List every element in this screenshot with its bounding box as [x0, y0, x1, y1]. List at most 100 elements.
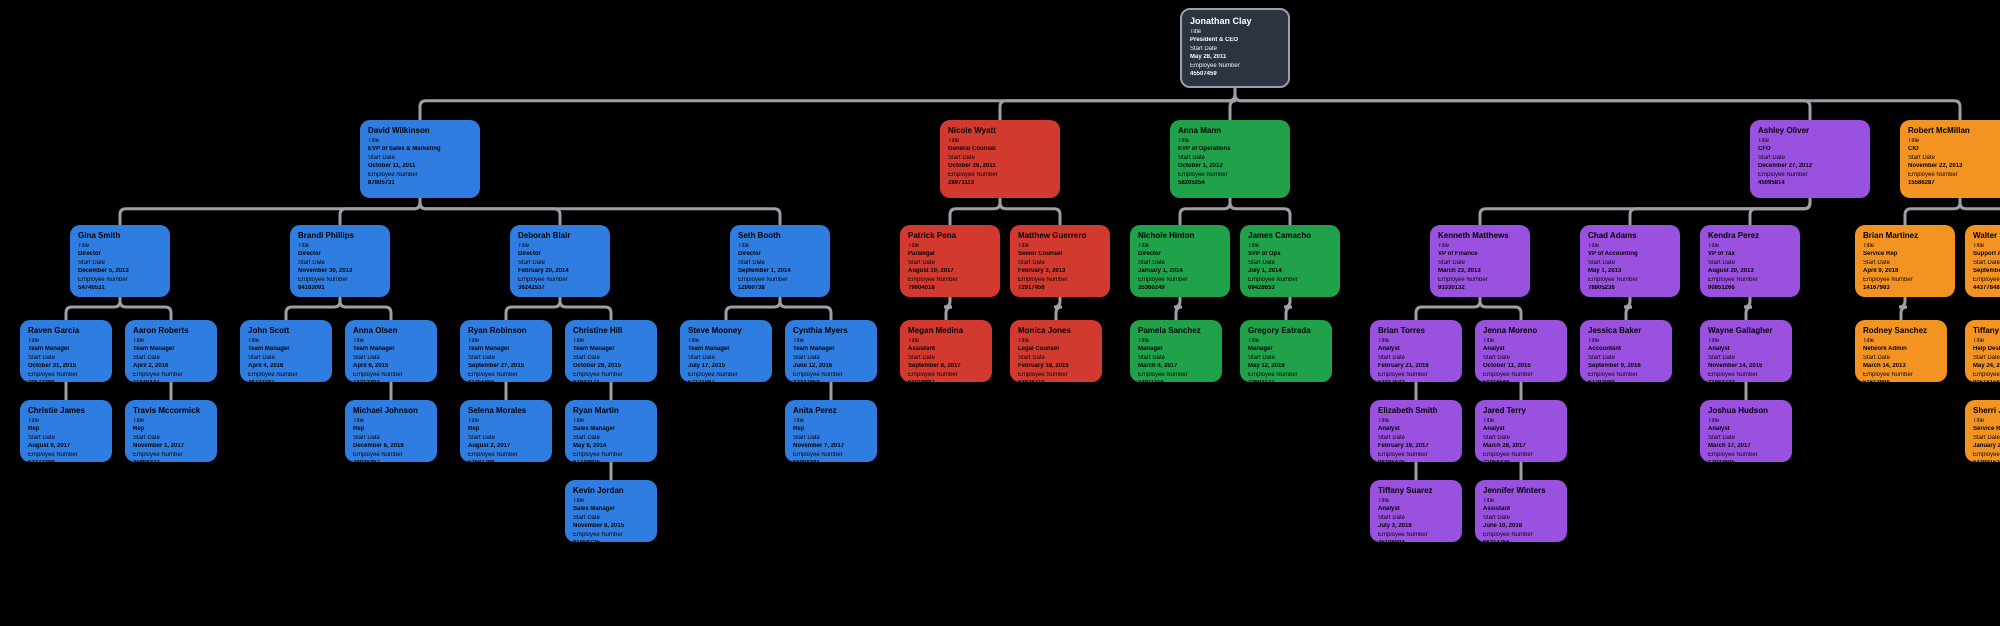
org-node[interactable]: Pamela SanchezTitleManagerStart DateMarc… [1130, 320, 1222, 382]
node-start-label: Start Date [1588, 355, 1664, 363]
node-name: Aaron Roberts [133, 326, 209, 336]
node-start-label: Start Date [573, 355, 649, 363]
node-title: Team Manager [248, 346, 324, 354]
org-node[interactable]: Raven GarciaTitleTeam ManagerStart DateO… [20, 320, 112, 382]
node-emp-label: Employee Number [468, 372, 544, 380]
node-start: May 24, 2015 [1973, 363, 2000, 371]
node-start: October 26, 2011 [948, 163, 1052, 171]
node-start: May 8, 2014 [573, 443, 649, 451]
org-node[interactable]: Jared TerryTitleAnalystStart DateMarch 2… [1475, 400, 1567, 462]
node-emp-label: Employee Number [28, 372, 104, 380]
org-node[interactable]: Nichole HintonTitleDirectorStart DateJan… [1130, 225, 1230, 297]
node-emp-label: Employee Number [368, 172, 472, 180]
node-emp: 64399152 [1973, 460, 2000, 463]
node-emp-label: Employee Number [573, 452, 649, 460]
org-node[interactable]: Chad AdamsTitleVP of AccountingStart Dat… [1580, 225, 1680, 297]
node-name: Tiffany Suarez [1378, 486, 1454, 496]
node-start: September 8, 2017 [908, 363, 984, 371]
node-name: Nicole Wyatt [948, 126, 1052, 136]
org-node[interactable]: Walter SmithTitleSupport AnalystStart Da… [1965, 225, 2000, 297]
node-title: Analyst [1378, 346, 1454, 354]
node-emp: 72917456 [1018, 285, 1102, 293]
node-title: Help Desk [1973, 346, 2000, 354]
org-node[interactable]: Patrick PenaTitleParalegalStart DateAugu… [900, 225, 1000, 297]
org-node[interactable]: Anna OlsenTitleTeam ManagerStart DateApr… [345, 320, 437, 382]
org-node[interactable]: David WilkinsonTitleEVP of Sales & Marke… [360, 120, 480, 198]
org-node[interactable]: Aaron RobertsTitleTeam ManagerStart Date… [125, 320, 217, 382]
node-emp: 98385475 [1378, 460, 1454, 463]
org-node[interactable]: Deborah BlairTitleDirectorStart DateFebr… [510, 225, 610, 297]
org-node[interactable]: Megan MedinaTitleAssistantStart DateSept… [900, 320, 992, 382]
org-node[interactable]: James CamachoTitleSVP of OpsStart DateJu… [1240, 225, 1340, 297]
node-emp: 35998422 [133, 460, 209, 463]
node-start: March 28, 2017 [1483, 443, 1559, 451]
node-title: CFO [1758, 146, 1862, 154]
node-name: Jenna Moreno [1483, 326, 1559, 336]
node-name: Brian Martinez [1863, 231, 1947, 241]
org-node[interactable]: Christine HillTitleTeam ManagerStart Dat… [565, 320, 657, 382]
org-node[interactable]: Michael JohnsonTitleRepStart DateDecembe… [345, 400, 437, 462]
node-start: September 9, 2016 [1588, 363, 1664, 371]
org-node[interactable]: Anna MannTitleEVP of OperationsStart Dat… [1170, 120, 1290, 198]
org-node[interactable]: John ScottTitleTeam ManagerStart DateApr… [240, 320, 332, 382]
node-name: Gregory Estrada [1248, 326, 1324, 336]
node-name: Ryan Martin [573, 406, 649, 416]
node-start: October 1, 2012 [1178, 163, 1282, 171]
org-node[interactable]: Seth BoothTitleDirectorStart DateSeptemb… [730, 225, 830, 297]
org-node[interactable]: Ashley OliverTitleCFOStart DateDecember … [1750, 120, 1870, 198]
org-node[interactable]: Steve MooneyTitleTeam ManagerStart DateJ… [680, 320, 772, 382]
node-emp-label: Employee Number [1018, 277, 1102, 285]
org-node[interactable]: Nicole WyattTitleGeneral CounselStart Da… [940, 120, 1060, 198]
org-node[interactable]: Ryan MartinTitleSales ManagerStart DateM… [565, 400, 657, 462]
node-title-label: Title [1973, 418, 2000, 426]
org-node[interactable]: Kendra PerezTitleVP of TaxStart DateAugu… [1700, 225, 1800, 297]
node-emp: 54740531 [78, 285, 162, 293]
node-title: Director [738, 251, 822, 259]
node-name: Seth Booth [738, 231, 822, 241]
org-node[interactable]: Brian MartinezTitleService RepStart Date… [1855, 225, 1955, 297]
org-node[interactable]: Wayne GallagherTitleAnalystStart DateNov… [1700, 320, 1792, 382]
org-node[interactable]: Christie JamesTitleRepStart DateAugust 9… [20, 400, 112, 462]
org-node[interactable]: Elizabeth SmithTitleAnalystStart DateFeb… [1370, 400, 1462, 462]
org-node[interactable]: Kevin JordanTitleSales ManagerStart Date… [565, 480, 657, 542]
org-node[interactable]: Selena MoralesTitleRepStart DateAugust 2… [460, 400, 552, 462]
org-node[interactable]: Tiffany JohnstonTitleHelp DeskStart Date… [1965, 320, 2000, 382]
node-emp-label: Employee Number [1378, 532, 1454, 540]
org-node[interactable]: Gregory EstradaTitleManagerStart DateMay… [1240, 320, 1332, 382]
node-emp: 90851266 [1708, 285, 1792, 293]
org-node[interactable]: Cynthia MyersTitleTeam ManagerStart Date… [785, 320, 877, 382]
org-node[interactable]: Jonathan ClayTitlePresident & CEOStart D… [1180, 8, 1290, 88]
org-node[interactable]: Ryan RobinsonTitleTeam ManagerStart Date… [460, 320, 552, 382]
node-name: Christine Hill [573, 326, 649, 336]
org-node[interactable]: Brandi PhillipsTitleDirectorStart DateNo… [290, 225, 390, 297]
node-emp-label: Employee Number [468, 452, 544, 460]
node-start: November 22, 2013 [1908, 163, 2000, 171]
node-start-label: Start Date [1588, 260, 1672, 268]
org-node[interactable]: Jennifer WintersTitleAssistantStart Date… [1475, 480, 1567, 542]
node-title-label: Title [908, 243, 992, 251]
org-node[interactable]: Brian TorresTitleAnalystStart DateFebrua… [1370, 320, 1462, 382]
org-node[interactable]: Robert McMillanTitleCIOStart DateNovembe… [1900, 120, 2000, 198]
org-node[interactable]: Rodney SanchezTitleNetwork AdminStart Da… [1855, 320, 1947, 382]
org-node[interactable]: Tiffany SuarezTitleAnalystStart DateJuly… [1370, 480, 1462, 542]
node-start-label: Start Date [1863, 260, 1947, 268]
org-node[interactable]: Joshua HudsonTitleAnalystStart DateMarch… [1700, 400, 1792, 462]
org-node[interactable]: Travis MccormickTitleRepStart DateNovemb… [125, 400, 217, 462]
org-node[interactable]: Matthew GuerreroTitleSenior CounselStart… [1010, 225, 1110, 297]
node-start: December 6, 2016 [353, 443, 429, 451]
org-node[interactable]: Anita PerezTitleRepStart DateNovember 7,… [785, 400, 877, 462]
node-emp-label: Employee Number [1708, 277, 1792, 285]
node-name: Michael Johnson [353, 406, 429, 416]
org-node[interactable]: Monica JonesTitleLegal CounselStart Date… [1010, 320, 1102, 382]
org-node[interactable]: Sherri JohnsonTitleService RepStart Date… [1965, 400, 2000, 462]
node-name: Jared Terry [1483, 406, 1559, 416]
node-name: Tiffany Johnston [1973, 326, 2000, 336]
node-title: Analyst [1378, 426, 1454, 434]
org-node[interactable]: Gina SmithTitleDirectorStart DateDecembe… [70, 225, 170, 297]
org-node[interactable]: Kenneth MatthewsTitleVP of FinanceStart … [1430, 225, 1530, 297]
org-node[interactable]: Jessica BakerTitleAccountantStart DateSe… [1580, 320, 1672, 382]
org-node[interactable]: Jenna MorenoTitleAnalystStart DateOctobe… [1475, 320, 1567, 382]
node-emp: 14167983 [1863, 285, 1947, 293]
node-start-label: Start Date [1378, 435, 1454, 443]
node-emp: 53317532 [1378, 380, 1454, 383]
